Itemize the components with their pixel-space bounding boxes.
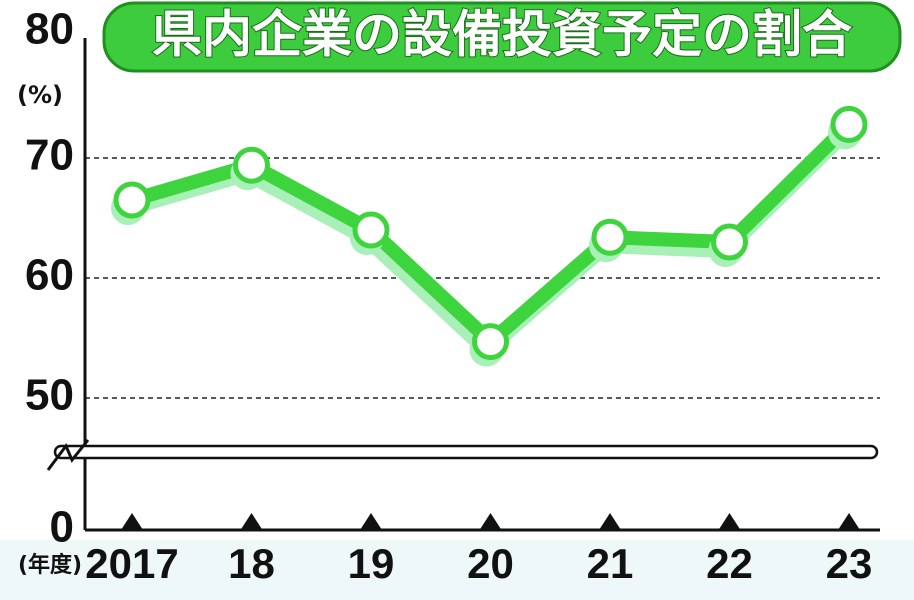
x-tick-marker <box>718 513 741 530</box>
y-tick-label: 0 <box>50 503 74 552</box>
plot: 0 50 60 70 80 2017 18 19 20 21 22 23 <box>25 5 880 587</box>
x-tick-label: 23 <box>826 540 873 587</box>
title-box <box>102 1 902 73</box>
y-tick-label: 80 <box>25 5 74 54</box>
x-tick-label: 19 <box>348 540 395 587</box>
axis-break <box>53 444 879 460</box>
x-tick-marker <box>838 513 860 530</box>
chart-title: 県内企業の設備投資予定の割合 <box>152 6 852 64</box>
point <box>233 146 270 184</box>
point <box>472 323 509 361</box>
x-tick-label: 20 <box>467 540 514 587</box>
y-tick-label: 70 <box>25 131 74 180</box>
x-tick-label: 21 <box>587 540 634 587</box>
x-tick-marker <box>599 513 621 530</box>
x-tick-label: 22 <box>706 540 753 587</box>
x-tick-marker <box>240 513 263 530</box>
y-tick-label: 60 <box>25 251 74 300</box>
x-tick-marker <box>121 513 143 530</box>
axis-break-zigzag <box>46 439 90 471</box>
x-band <box>0 540 914 600</box>
x-tick-marker <box>360 513 382 530</box>
y-unit: (%) <box>17 81 63 109</box>
y-tick-label: 50 <box>25 371 74 420</box>
x-tick-marker <box>479 513 502 530</box>
point <box>830 105 868 143</box>
point <box>711 223 748 261</box>
x-unit: (年度) <box>18 552 82 578</box>
point <box>113 181 151 219</box>
point <box>352 211 390 249</box>
x-tick-label: 2017 <box>85 540 178 587</box>
x-tick-label: 18 <box>228 540 275 587</box>
point <box>591 218 629 256</box>
